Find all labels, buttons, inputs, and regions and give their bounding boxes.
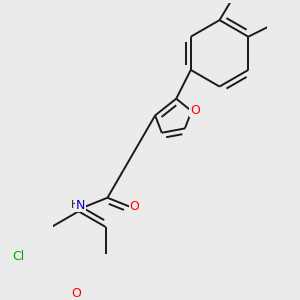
Text: O: O [129,200,139,213]
Text: O: O [71,287,81,300]
Text: Cl: Cl [13,250,25,263]
Text: O: O [190,104,200,117]
Text: N: N [76,199,85,212]
Text: H: H [71,200,80,210]
